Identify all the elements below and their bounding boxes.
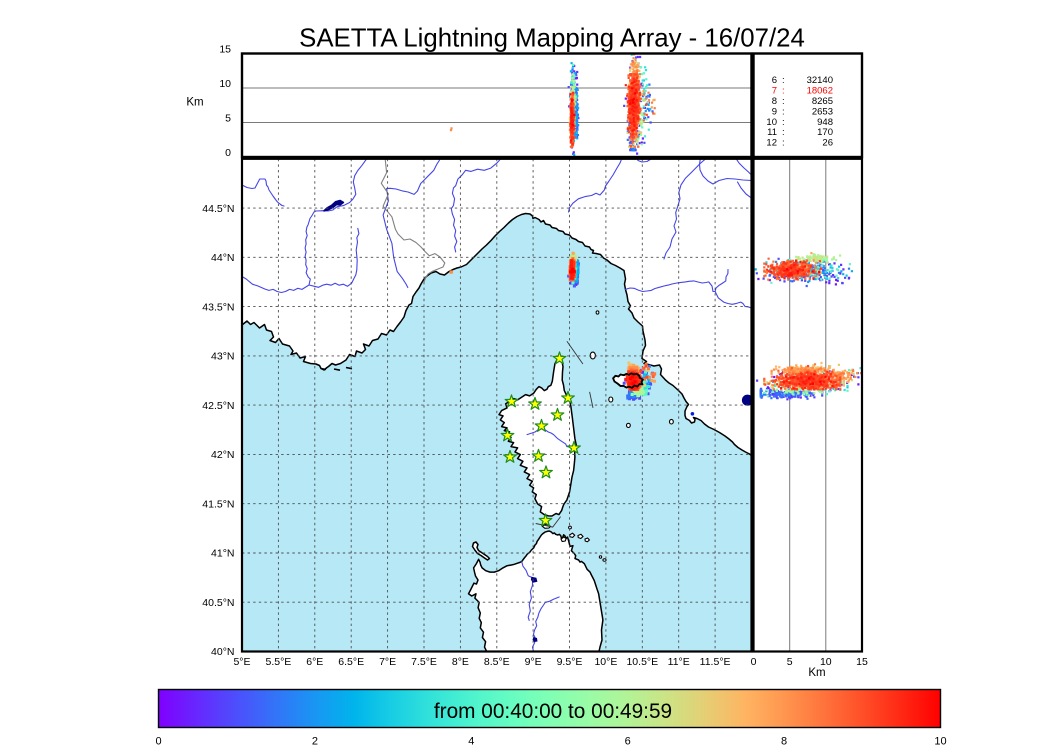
svg-text:10: 10 — [766, 117, 777, 128]
svg-text:9.5°E: 9.5°E — [557, 656, 583, 668]
svg-text:8: 8 — [781, 736, 787, 748]
svg-text:9°E: 9°E — [525, 656, 542, 668]
svg-text:44°N: 44°N — [211, 252, 234, 264]
svg-text:7: 7 — [772, 86, 777, 97]
svg-text:SAETTA Lightning Mapping Array: SAETTA Lightning Mapping Array - 16/07/2… — [299, 25, 805, 53]
svg-text:2653: 2653 — [812, 106, 833, 117]
svg-text::: : — [782, 106, 785, 117]
svg-text:15: 15 — [856, 656, 868, 668]
svg-text::: : — [782, 127, 785, 138]
svg-text:8.5°E: 8.5°E — [484, 656, 510, 668]
svg-text:from 00:40:00 to 00:49:59: from 00:40:00 to 00:49:59 — [434, 700, 672, 723]
svg-text:5.5°E: 5.5°E — [265, 656, 291, 668]
svg-text:5°E: 5°E — [233, 656, 250, 668]
svg-text:11°E: 11°E — [668, 656, 690, 668]
svg-text:43°N: 43°N — [211, 351, 234, 363]
svg-text:Km: Km — [186, 97, 203, 109]
svg-text::: : — [782, 138, 785, 149]
svg-text:6: 6 — [772, 75, 777, 86]
svg-text:40.5°N: 40.5°N — [202, 597, 234, 609]
svg-text:2: 2 — [312, 736, 318, 748]
svg-text:6.5°E: 6.5°E — [338, 656, 364, 668]
svg-text:15: 15 — [219, 43, 231, 55]
svg-text:4: 4 — [468, 736, 474, 748]
svg-text:8°E: 8°E — [452, 656, 469, 668]
svg-text:5: 5 — [225, 112, 231, 124]
svg-text:170: 170 — [817, 127, 833, 138]
svg-text::: : — [782, 86, 785, 97]
svg-text:32140: 32140 — [807, 75, 833, 86]
svg-text:6°E: 6°E — [306, 656, 323, 668]
svg-text:41°N: 41°N — [211, 548, 234, 560]
svg-text:43.5°N: 43.5°N — [202, 301, 234, 313]
svg-text:6: 6 — [625, 736, 631, 748]
svg-text:8265: 8265 — [812, 96, 833, 107]
svg-text:7°E: 7°E — [379, 656, 396, 668]
svg-text:10: 10 — [820, 656, 832, 668]
svg-text:10.5°E: 10.5°E — [626, 656, 658, 668]
svg-text:948: 948 — [817, 117, 833, 128]
svg-text::: : — [782, 96, 785, 107]
svg-text:9: 9 — [772, 106, 777, 117]
svg-text:10: 10 — [934, 736, 946, 748]
svg-text:12: 12 — [766, 138, 777, 149]
svg-text:11.5°E: 11.5°E — [700, 656, 731, 668]
svg-text:26: 26 — [822, 138, 833, 149]
svg-text:5: 5 — [787, 656, 793, 668]
svg-text:42°N: 42°N — [211, 449, 234, 461]
svg-text:0: 0 — [225, 147, 231, 159]
svg-text:41.5°N: 41.5°N — [202, 498, 234, 510]
svg-text:10°E: 10°E — [594, 656, 617, 668]
svg-text:44.5°N: 44.5°N — [202, 203, 234, 215]
svg-text:40°N: 40°N — [211, 646, 234, 658]
svg-text:8: 8 — [772, 96, 777, 107]
svg-text::: : — [782, 117, 785, 128]
svg-text:0: 0 — [155, 736, 161, 748]
svg-text::: : — [782, 75, 785, 86]
svg-text:11: 11 — [767, 127, 777, 138]
svg-text:10: 10 — [219, 78, 231, 90]
svg-text:18062: 18062 — [807, 86, 833, 97]
svg-text:0: 0 — [751, 656, 757, 668]
svg-text:Km: Km — [808, 667, 825, 679]
svg-text:7.5°E: 7.5°E — [411, 656, 437, 668]
svg-text:42.5°N: 42.5°N — [202, 400, 234, 412]
